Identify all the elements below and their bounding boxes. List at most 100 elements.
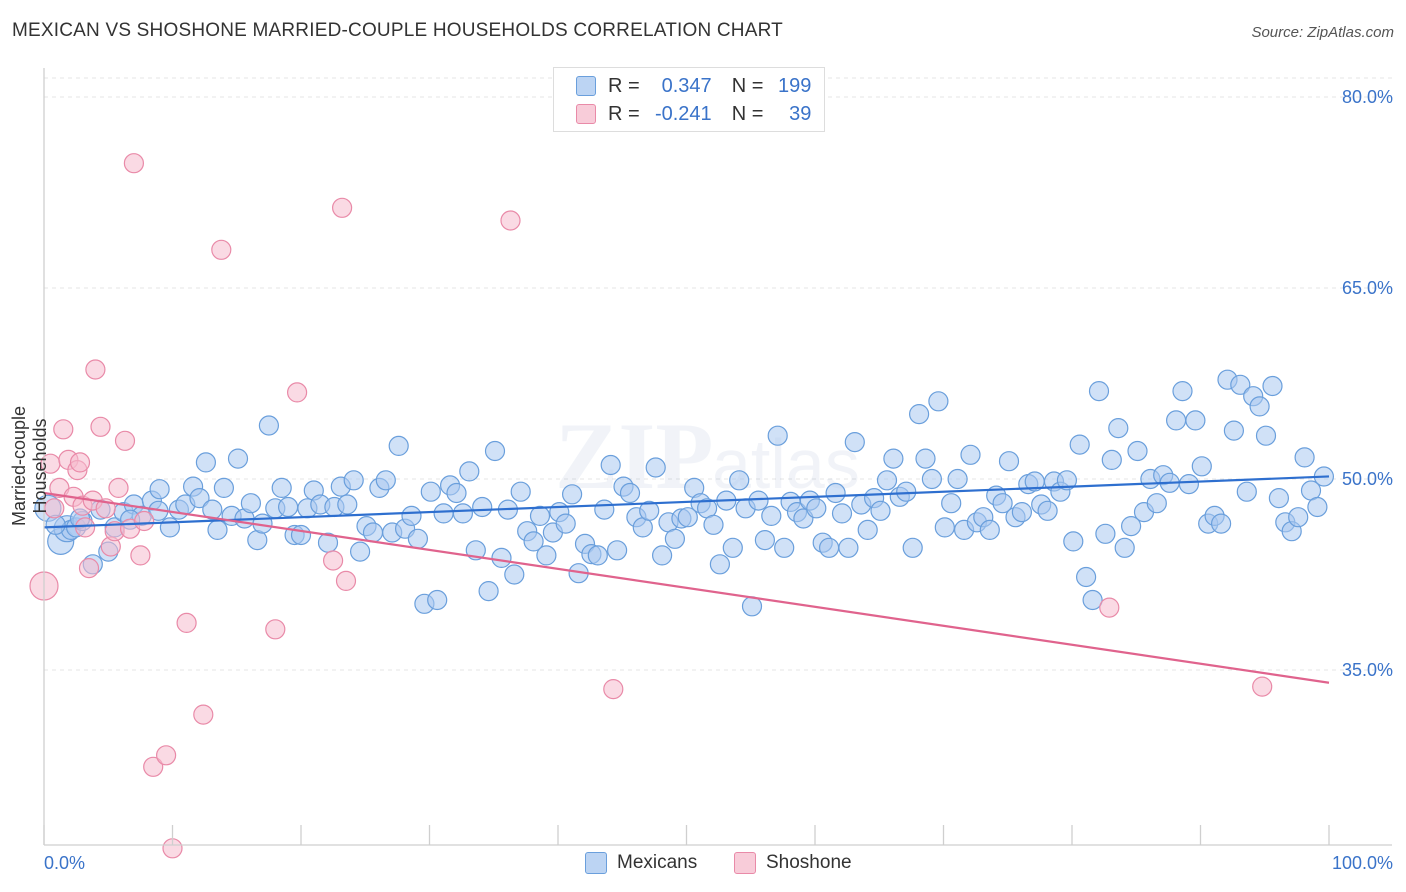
legend-n-label: N = bbox=[731, 74, 764, 97]
mexicans-point bbox=[947, 468, 968, 490]
mexicans-point bbox=[555, 513, 576, 534]
mexicans-point bbox=[748, 490, 769, 511]
shoshone-point bbox=[114, 430, 136, 451]
shoshone-point bbox=[603, 678, 624, 700]
y-tick-label-80: 80.0% bbox=[1341, 87, 1393, 107]
mexicans-point bbox=[290, 524, 312, 546]
shoshone-point bbox=[500, 210, 521, 231]
shoshone-point bbox=[1252, 676, 1273, 697]
mexicans-point bbox=[459, 461, 480, 482]
shoshone-point bbox=[123, 153, 144, 174]
shoshone-point bbox=[74, 517, 96, 538]
mexicans-point bbox=[934, 517, 955, 538]
mexicans-point bbox=[362, 522, 384, 543]
legend-r-mexicans: 0.347 bbox=[661, 74, 712, 97]
legend-n-label: N = bbox=[731, 102, 764, 125]
mexicans-point bbox=[1075, 566, 1097, 588]
mexicans-point bbox=[921, 468, 943, 490]
mexicans-point bbox=[159, 517, 180, 538]
legend-swatch-mexicans bbox=[576, 76, 596, 96]
shoshone-point bbox=[69, 452, 91, 473]
shoshone-point bbox=[335, 570, 357, 592]
y-tick-label-35: 35.0% bbox=[1341, 660, 1393, 680]
mexicans-point bbox=[149, 479, 170, 500]
mexicans-point bbox=[1307, 496, 1328, 518]
mexicans-point bbox=[594, 499, 615, 520]
mexicans-point bbox=[1223, 420, 1245, 441]
mexicans-point bbox=[639, 500, 660, 521]
mexicans-point bbox=[876, 470, 898, 491]
mexicans-point bbox=[587, 545, 608, 566]
y-axis-title: Married-couple Households bbox=[9, 405, 50, 527]
mexicans-point bbox=[388, 435, 409, 456]
mexicans-point bbox=[928, 391, 949, 412]
mexicans-point bbox=[741, 596, 763, 617]
mexicans-point bbox=[491, 547, 512, 569]
mexicans-point bbox=[1037, 500, 1058, 521]
legend-label-mexicans: Mexicans bbox=[617, 852, 698, 873]
chart-title: MEXICAN VS SHOSHONE MARRIED-COUPLE HOUSE… bbox=[12, 20, 783, 41]
mexicans-point bbox=[1165, 410, 1187, 431]
mexicans-point bbox=[979, 519, 1000, 541]
mexicans-point bbox=[915, 448, 936, 469]
mexicans-point bbox=[992, 493, 1013, 514]
mexicans-point bbox=[484, 440, 506, 462]
mexicans-point bbox=[1146, 493, 1167, 514]
mexicans-point bbox=[1255, 425, 1277, 446]
mexicans-point bbox=[908, 404, 930, 425]
mexicans-point bbox=[1230, 374, 1251, 395]
mexicans-point bbox=[941, 493, 962, 514]
mexicans-point bbox=[1172, 381, 1193, 402]
shoshone-point bbox=[85, 359, 106, 380]
mexicans-point bbox=[998, 451, 1020, 472]
legend-row-mexicans: R = 0.347 N = 199 bbox=[576, 73, 811, 99]
mexicans-point bbox=[420, 481, 441, 502]
mexicans-point bbox=[1082, 589, 1103, 611]
mexicans-point bbox=[722, 537, 743, 558]
mexicans-point bbox=[1127, 440, 1148, 462]
mexicans-point bbox=[1191, 456, 1212, 477]
legend-label-shoshone: Shoshone bbox=[766, 852, 852, 873]
mexicans-point bbox=[240, 493, 261, 514]
x-min-label: 0.0% bbox=[44, 853, 86, 873]
mexicans-point bbox=[883, 448, 904, 469]
mexicans-point bbox=[258, 415, 279, 436]
mexicans-point bbox=[825, 482, 846, 504]
mexicans-point bbox=[427, 589, 448, 611]
mexicans-point bbox=[375, 470, 396, 491]
mexicans-point bbox=[1108, 418, 1129, 439]
chart-source: Source: ZipAtlas.com bbox=[1251, 24, 1394, 41]
mexicans-point bbox=[831, 503, 853, 524]
mexicans-point bbox=[446, 482, 467, 504]
series-legend: Mexicans Shoshone bbox=[0, 852, 1406, 876]
mexicans-point bbox=[677, 507, 698, 528]
y-tick-label-65: 65.0% bbox=[1341, 278, 1393, 298]
trend-line-shoshone bbox=[43, 491, 1330, 684]
shoshone-point bbox=[130, 545, 151, 566]
mexicans-point bbox=[207, 519, 228, 541]
mexicans-point bbox=[1095, 523, 1116, 544]
legend-r-label: R = bbox=[608, 102, 640, 125]
gridlines bbox=[44, 77, 1392, 671]
shoshone-point bbox=[176, 612, 197, 634]
mexicans-point bbox=[1088, 381, 1110, 402]
mexicans-point bbox=[202, 499, 223, 520]
mexicans-point bbox=[1069, 434, 1090, 455]
y-tick-label-50: 50.0% bbox=[1341, 469, 1393, 489]
mexicans-point bbox=[857, 519, 878, 541]
legend-n-shoshone: 39 bbox=[789, 102, 812, 125]
mexicans-point bbox=[1185, 410, 1206, 431]
mexicans-point bbox=[472, 496, 493, 518]
series-mexicans bbox=[34, 369, 1335, 617]
mexicans-point bbox=[703, 514, 724, 535]
shoshone-point bbox=[143, 756, 164, 777]
mexicans-point bbox=[561, 484, 583, 505]
mexicans-point bbox=[709, 554, 731, 575]
mexicans-point bbox=[729, 470, 750, 491]
mexicans-point bbox=[774, 537, 795, 558]
shoshone-point bbox=[287, 382, 308, 403]
mexicans-point bbox=[600, 454, 621, 476]
legend-n-mexicans: 199 bbox=[778, 74, 812, 97]
mexicans-point bbox=[754, 529, 776, 551]
